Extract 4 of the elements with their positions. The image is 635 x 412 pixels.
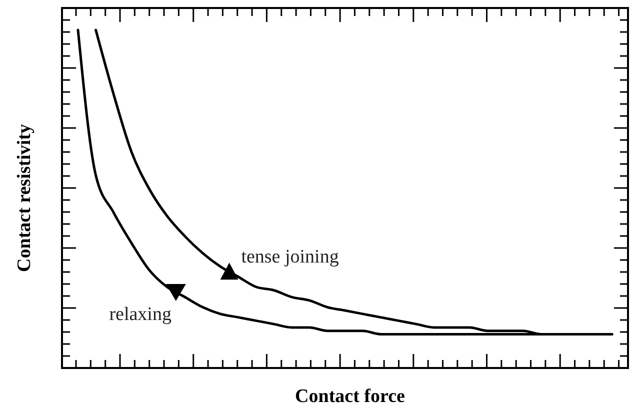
series-label: tense joining: [241, 246, 340, 268]
y-axis-title: Contact resistivity: [14, 124, 35, 272]
legend-label: relaxing: [109, 304, 172, 325]
x-axis-title: Contact force: [295, 386, 405, 407]
